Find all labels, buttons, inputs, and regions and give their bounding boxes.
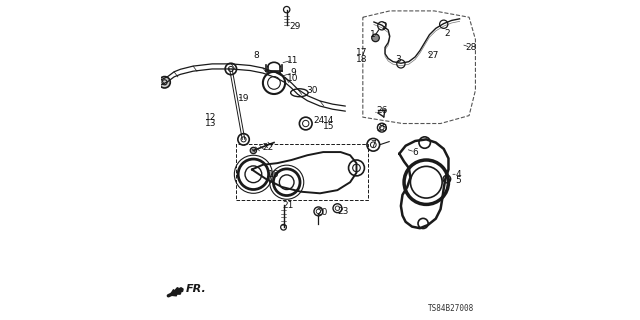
Text: 1: 1: [371, 30, 376, 39]
Text: 26: 26: [377, 106, 388, 115]
Text: 5: 5: [455, 176, 461, 185]
Text: 16: 16: [268, 170, 280, 179]
Text: 18: 18: [356, 55, 367, 64]
Text: 30: 30: [307, 86, 318, 95]
Text: 25: 25: [377, 124, 388, 133]
Text: 28: 28: [465, 43, 476, 52]
Text: 29: 29: [289, 22, 300, 31]
Text: 3: 3: [395, 55, 401, 64]
Text: 9: 9: [290, 68, 296, 77]
FancyArrow shape: [170, 288, 183, 296]
Text: 22: 22: [262, 143, 273, 152]
Text: 10: 10: [287, 74, 299, 83]
Text: 7: 7: [371, 140, 376, 148]
Text: 2: 2: [381, 22, 387, 31]
Text: 21: 21: [283, 201, 294, 210]
Bar: [236, 144, 367, 200]
Text: 15: 15: [323, 122, 335, 131]
Text: 2: 2: [444, 28, 450, 38]
Text: FR.: FR.: [186, 284, 207, 294]
Text: 12: 12: [205, 113, 216, 122]
Text: 27: 27: [427, 52, 438, 60]
Circle shape: [372, 34, 380, 42]
Text: TS84B27008: TS84B27008: [428, 304, 474, 313]
Text: 4: 4: [455, 170, 461, 179]
Text: 14: 14: [323, 116, 335, 125]
Text: 19: 19: [238, 94, 250, 103]
Text: 13: 13: [205, 119, 216, 128]
Text: 8: 8: [253, 51, 259, 60]
Text: 6: 6: [412, 148, 418, 156]
Text: 11: 11: [287, 56, 299, 65]
Text: 23: 23: [337, 207, 349, 216]
Text: 20: 20: [317, 208, 328, 217]
Circle shape: [159, 76, 170, 88]
Circle shape: [250, 147, 257, 154]
Text: 17: 17: [356, 48, 367, 57]
Text: 24: 24: [314, 116, 324, 125]
